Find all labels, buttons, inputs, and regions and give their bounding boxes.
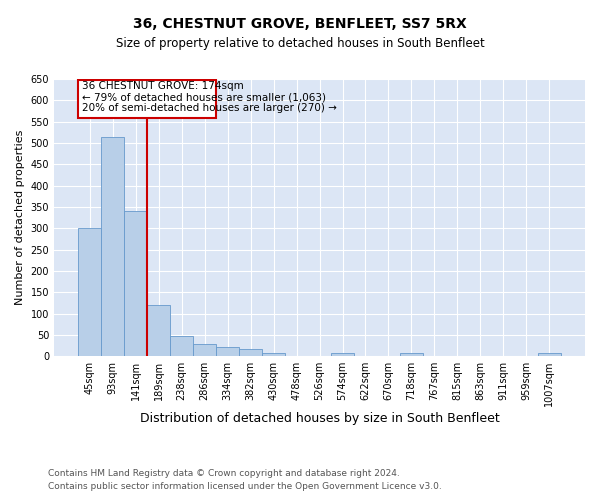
Bar: [400, 353, 423, 356]
Y-axis label: Number of detached properties: Number of detached properties: [15, 130, 25, 306]
Bar: [262, 353, 285, 356]
Text: Size of property relative to detached houses in South Benfleet: Size of property relative to detached ho…: [116, 38, 484, 51]
X-axis label: Distribution of detached houses by size in South Benfleet: Distribution of detached houses by size …: [140, 412, 499, 425]
Text: 36, CHESTNUT GROVE, BENFLEET, SS7 5RX: 36, CHESTNUT GROVE, BENFLEET, SS7 5RX: [133, 18, 467, 32]
Bar: [78, 228, 101, 356]
Bar: [170, 336, 193, 356]
Bar: [101, 136, 124, 356]
Text: 20% of semi-detached houses are larger (270) →: 20% of semi-detached houses are larger (…: [82, 103, 337, 113]
Bar: [538, 353, 561, 356]
Text: ← 79% of detached houses are smaller (1,063): ← 79% of detached houses are smaller (1,…: [82, 92, 326, 102]
Text: Contains public sector information licensed under the Open Government Licence v3: Contains public sector information licen…: [48, 482, 442, 491]
Text: Contains HM Land Registry data © Crown copyright and database right 2024.: Contains HM Land Registry data © Crown c…: [48, 468, 400, 477]
FancyBboxPatch shape: [78, 80, 216, 118]
Bar: [216, 347, 239, 356]
Bar: [331, 353, 354, 356]
Bar: [239, 348, 262, 356]
Bar: [124, 211, 147, 356]
Bar: [147, 305, 170, 356]
Bar: [193, 344, 216, 356]
Text: 36 CHESTNUT GROVE: 174sqm: 36 CHESTNUT GROVE: 174sqm: [82, 81, 244, 91]
